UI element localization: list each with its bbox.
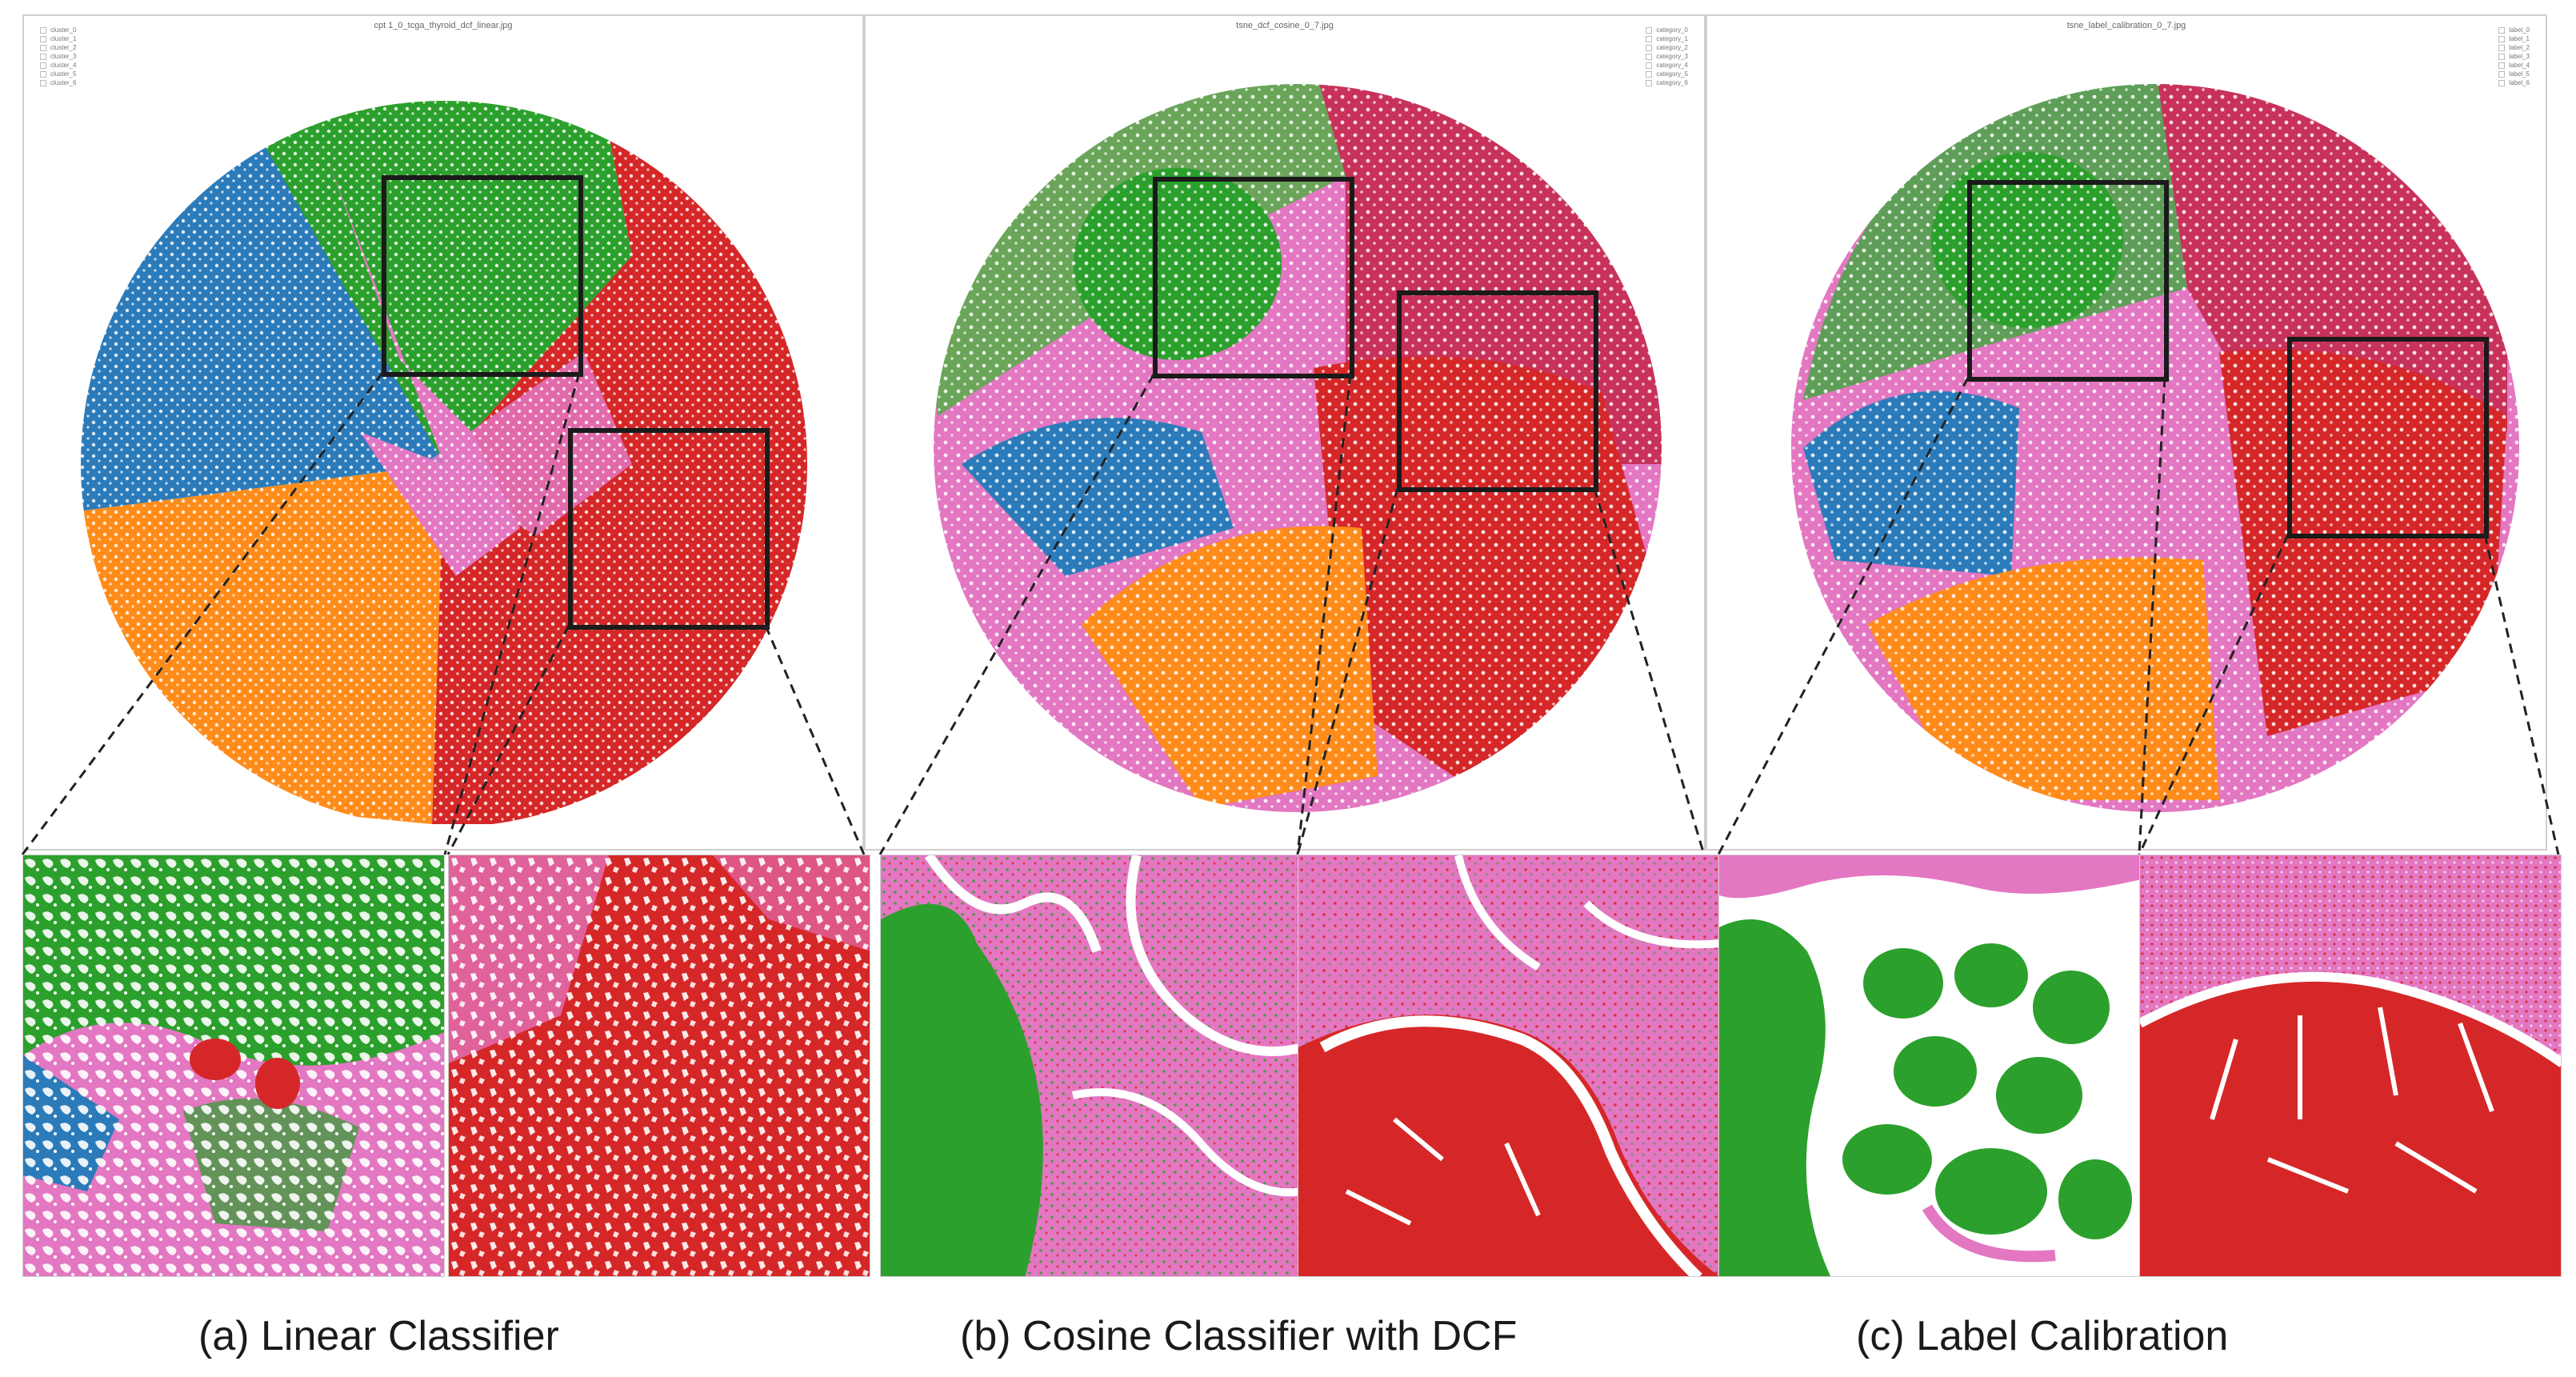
legend-item: category_0: [1646, 26, 1688, 34]
connector-line: [1296, 487, 1399, 855]
zoom-inset-a-1: [22, 855, 445, 1277]
caption-linear-classifier: (a) Linear Classifier: [198, 1313, 559, 1359]
connector-line: [878, 374, 1155, 855]
connector-line: [443, 372, 581, 855]
zoom-inset-a-2: [448, 855, 870, 1277]
legend-item: label_3: [2498, 52, 2530, 61]
legend-item: cluster_6: [40, 78, 76, 87]
legend-item: category_3: [1646, 52, 1688, 61]
zoom-inset-c-2: [2139, 855, 2562, 1277]
legend-item: cluster_4: [40, 61, 76, 70]
zoom-box: [1967, 180, 2169, 382]
legend-item: category_6: [1646, 78, 1688, 87]
zoom-box: [2287, 337, 2489, 538]
caption-label-calibration: (c) Label Calibration: [1856, 1313, 2229, 1359]
legend: label_0 label_1 label_2 label_3 label_4 …: [2498, 26, 2530, 87]
legend-item: label_2: [2498, 43, 2530, 52]
connector-line: [21, 372, 384, 855]
connector-line: [2138, 534, 2290, 855]
connector-line: [1717, 377, 1970, 855]
panel-b-plot: tsne_dcf_cosine_0_7.jpg category_0 categ…: [864, 14, 1706, 851]
connector-line: [446, 625, 570, 855]
connector-line: [2483, 534, 2560, 855]
zoom-box: [568, 428, 770, 630]
connector-line: [1296, 374, 1352, 855]
plot-title: tsne_label_calibration_0_7.jpg: [2066, 21, 2186, 30]
tissue-embedding-b: [926, 76, 1670, 820]
zoom-inset-b-1: [880, 855, 1302, 1277]
legend-item: cluster_3: [40, 52, 76, 61]
plot-title: tsne_dcf_cosine_0_7.jpg: [1236, 21, 1334, 30]
plot-title: cpt 1_0_tcga_thyroid_dcf_linear.jpg: [374, 21, 513, 30]
zoom-box: [1153, 177, 1354, 378]
connector-line: [1593, 487, 1706, 855]
legend-item: category_1: [1646, 34, 1688, 43]
legend-item: label_0: [2498, 26, 2530, 34]
legend-item: label_4: [2498, 61, 2530, 70]
legend-item: cluster_0: [40, 26, 76, 34]
zoom-inset-b-2: [1298, 855, 1720, 1277]
legend: cluster_0 cluster_1 cluster_2 cluster_3 …: [40, 26, 76, 87]
legend-item: cluster_1: [40, 34, 76, 43]
legend-item: category_4: [1646, 61, 1688, 70]
legend-item: cluster_5: [40, 70, 76, 78]
legend-item: cluster_2: [40, 43, 76, 52]
panel-a-plot: cpt 1_0_tcga_thyroid_dcf_linear.jpg clus…: [22, 14, 864, 851]
connector-line: [2138, 377, 2166, 855]
legend: category_0 category_1 category_2 categor…: [1646, 26, 1688, 87]
legend-item: category_5: [1646, 70, 1688, 78]
tissue-embedding-a: [71, 91, 817, 837]
legend-item: category_2: [1646, 43, 1688, 52]
connector-line: [764, 625, 866, 855]
legend-item: label_6: [2498, 78, 2530, 87]
legend-item: label_1: [2498, 34, 2530, 43]
zoom-box: [382, 175, 583, 377]
zoom-box: [1397, 290, 1598, 492]
caption-cosine-classifier: (b) Cosine Classifier with DCF: [960, 1313, 1518, 1359]
zoom-inset-c-1: [1718, 855, 2141, 1277]
legend-item: label_5: [2498, 70, 2530, 78]
